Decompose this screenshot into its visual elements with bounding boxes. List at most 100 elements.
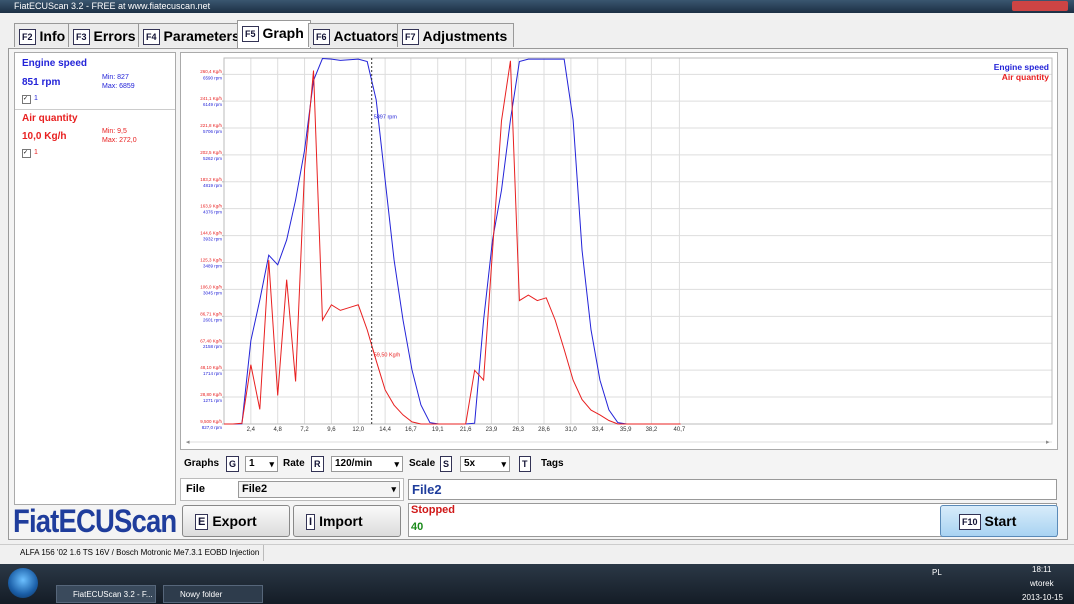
y-tick-label: 3045 rpm bbox=[203, 290, 222, 295]
tab-label: Actuators bbox=[333, 28, 399, 44]
key[interactable]: T bbox=[519, 455, 531, 472]
y2-tick-label: 202,5 Kg/h bbox=[200, 150, 222, 155]
tab[interactable]: F2 Info bbox=[14, 23, 73, 47]
sensor-max: Max: 6859 bbox=[102, 83, 135, 90]
cursor-label: 5897 rpm bbox=[374, 114, 398, 120]
window-controls[interactable] bbox=[1012, 1, 1068, 11]
key[interactable]: S bbox=[440, 455, 453, 472]
x-tick-label: 9,6 bbox=[327, 427, 336, 433]
y2-tick-label: 221,8 Kg/h bbox=[200, 123, 222, 128]
y-tick-label: 2158 rpm bbox=[203, 344, 222, 349]
y2-tick-label: 106,0 Kg/h bbox=[200, 284, 222, 289]
key: I bbox=[306, 514, 316, 531]
y2-tick-label: 125,3 Kg/h bbox=[200, 258, 222, 263]
y-tick-label: 6149 rpm bbox=[203, 102, 222, 107]
tab-key: F5 bbox=[242, 26, 259, 43]
clock-day: wtorek bbox=[1030, 579, 1054, 588]
sensor-panel bbox=[14, 52, 176, 505]
x-tick-label: 14,4 bbox=[379, 427, 391, 433]
logo: FiatECUScan bbox=[13, 503, 177, 539]
tab-key: F2 bbox=[19, 29, 36, 46]
x-tick-label: 19,1 bbox=[432, 427, 444, 433]
button-label: Export bbox=[212, 513, 257, 529]
tab-label: Info bbox=[39, 28, 66, 44]
y2-tick-label: 163,9 Kg/h bbox=[200, 204, 222, 209]
import-button[interactable]: I Import bbox=[293, 505, 401, 537]
y2-tick-label: 241,1 Kg/h bbox=[200, 96, 222, 101]
tab-label: Graph bbox=[262, 25, 304, 41]
y2-tick-label: 144,6 Kg/h bbox=[200, 231, 222, 236]
y-tick-label: 6590 rpm bbox=[203, 75, 222, 80]
sensor-min: Min: 9,5 bbox=[102, 128, 127, 135]
key: E bbox=[195, 514, 209, 531]
run-state: Stopped bbox=[411, 504, 455, 516]
tab-key: F4 bbox=[143, 29, 160, 46]
task-button[interactable]: Nowy folder bbox=[163, 585, 263, 603]
sensor-check: 1 bbox=[34, 149, 38, 156]
tab-key: F6 bbox=[313, 29, 330, 46]
x-tick-label: 35,9 bbox=[620, 427, 632, 433]
x-tick-label: 40,7 bbox=[674, 427, 686, 433]
y2-tick-label: 183,2 Kg/h bbox=[200, 177, 222, 182]
key[interactable]: G bbox=[226, 455, 240, 472]
status-bar bbox=[0, 544, 1074, 564]
sensor-min: Min: 827 bbox=[102, 74, 129, 81]
y2-tick-label: 67,40 Kg/h bbox=[200, 338, 222, 343]
tab-label: Parameters bbox=[163, 28, 240, 44]
label: Rate bbox=[283, 458, 305, 469]
start-button[interactable]: F10 Start bbox=[940, 505, 1058, 537]
x-tick-label: 12,0 bbox=[352, 427, 364, 433]
series-line bbox=[224, 60, 681, 425]
taskbar bbox=[0, 564, 1074, 604]
x-tick-label: 33,4 bbox=[592, 427, 604, 433]
y-tick-label: 2601 rpm bbox=[203, 317, 222, 322]
y-tick-label: 5262 rpm bbox=[203, 156, 222, 161]
file-select[interactable]: File2 bbox=[238, 481, 400, 498]
x-tick-label: 4,8 bbox=[274, 427, 283, 433]
scroll-right[interactable]: ▸ bbox=[1046, 439, 1050, 446]
status-text: ALFA 156 '02 1.6 TS 16V / Bosch Motronic… bbox=[20, 545, 265, 561]
sensor-name: Engine speed bbox=[22, 58, 88, 69]
x-tick-label: 38,2 bbox=[646, 427, 658, 433]
y-tick-label: 3932 rpm bbox=[203, 237, 222, 242]
cursor-label: 59,50 Kg/h bbox=[374, 352, 401, 358]
x-tick-label: 16,7 bbox=[405, 427, 417, 433]
select[interactable]: 5x bbox=[460, 456, 510, 472]
graph-frame bbox=[180, 52, 1058, 450]
key[interactable]: R bbox=[311, 455, 324, 472]
checkbox[interactable]: ✓ bbox=[22, 95, 31, 104]
task-button[interactable]: FiatECUScan 3.2 - F... bbox=[56, 585, 156, 603]
key: F10 bbox=[959, 514, 981, 531]
sensor-check: 1 bbox=[34, 95, 38, 102]
x-tick-label: 21,6 bbox=[460, 427, 472, 433]
scroll-left[interactable]: ◂ bbox=[186, 439, 190, 446]
y2-tick-label: 86,71 Kg/h bbox=[200, 311, 222, 316]
tab[interactable]: F6 Actuators bbox=[308, 23, 406, 47]
y-tick-label: 1271 rpm bbox=[203, 398, 222, 403]
sensor-value: 851 rpm bbox=[22, 77, 61, 88]
sensor-max: Max: 272,0 bbox=[102, 137, 137, 144]
title-bar bbox=[0, 0, 1074, 13]
y2-tick-label: 9,500 Kg/h bbox=[200, 419, 222, 424]
button-label: Import bbox=[319, 513, 363, 529]
y-tick-label: 4819 rpm bbox=[203, 183, 222, 188]
label: Graphs bbox=[184, 458, 220, 469]
select[interactable]: 1 bbox=[245, 456, 278, 472]
tab[interactable]: F7 Adjustments bbox=[397, 23, 515, 47]
button-label: Start bbox=[984, 513, 1017, 529]
tab-label: Errors bbox=[93, 28, 136, 44]
x-tick-label: 28,6 bbox=[538, 427, 550, 433]
start-orb[interactable] bbox=[8, 568, 38, 598]
tab[interactable]: F3 Errors bbox=[68, 23, 143, 47]
checkbox[interactable]: ✓ bbox=[22, 149, 31, 158]
separator bbox=[15, 109, 175, 110]
export-button[interactable]: E Export bbox=[182, 505, 290, 537]
tab[interactable]: F5 Graph bbox=[237, 20, 311, 49]
sensor-name: Air quantity bbox=[22, 113, 78, 124]
file-label: File bbox=[186, 483, 205, 495]
select[interactable]: 120/min bbox=[331, 456, 403, 472]
file-name[interactable]: File2 bbox=[408, 479, 1057, 500]
tab[interactable]: F4 Parameters bbox=[138, 23, 247, 47]
y-tick-label: 3489 rpm bbox=[203, 263, 222, 268]
